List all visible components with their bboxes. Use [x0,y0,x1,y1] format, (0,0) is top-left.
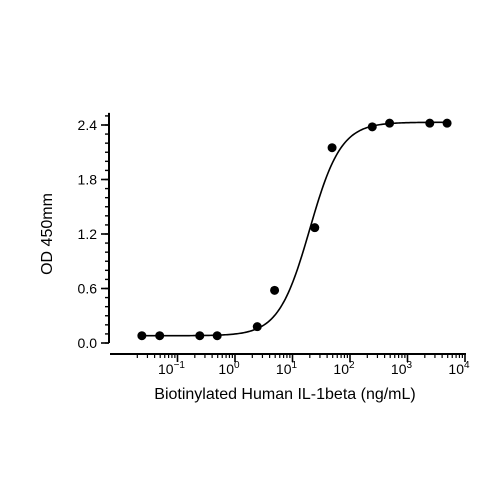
data-point [425,118,435,128]
x-tick-label: 103 [391,360,413,377]
x-axis: 10−1 100 101 102 103 104 [110,353,470,377]
x-tick-label: 100 [218,360,240,377]
data-point [367,122,377,132]
y-axis-title: OD 450mm [39,193,56,275]
y-axis: 0.0 0.6 1.2 1.8 2.4 [78,112,110,351]
data-point [137,331,147,341]
x-axis-title: Biotinylated Human IL-1beta (ng/mL) [154,386,415,403]
y-tick-label: 0.6 [78,281,98,297]
fit-curve [141,121,448,337]
data-point [327,143,337,153]
x-tick-label: 10−1 [158,360,185,377]
data-point [442,118,452,128]
data-point [252,322,262,332]
data-point [310,223,320,233]
x-tick-label: 102 [333,360,355,377]
y-tick-label: 1.2 [78,226,98,242]
data-point [195,331,205,341]
x-tick-label: 101 [276,360,298,377]
y-tick-label: 2.4 [78,117,98,133]
data-point [212,331,222,341]
x-tick-label: 104 [448,360,470,377]
data-point [155,331,165,341]
y-tick-label: 1.8 [78,172,98,188]
data-point [385,118,395,128]
data-points [137,118,452,341]
data-point [270,285,280,295]
y-tick-label: 0.0 [78,335,98,351]
